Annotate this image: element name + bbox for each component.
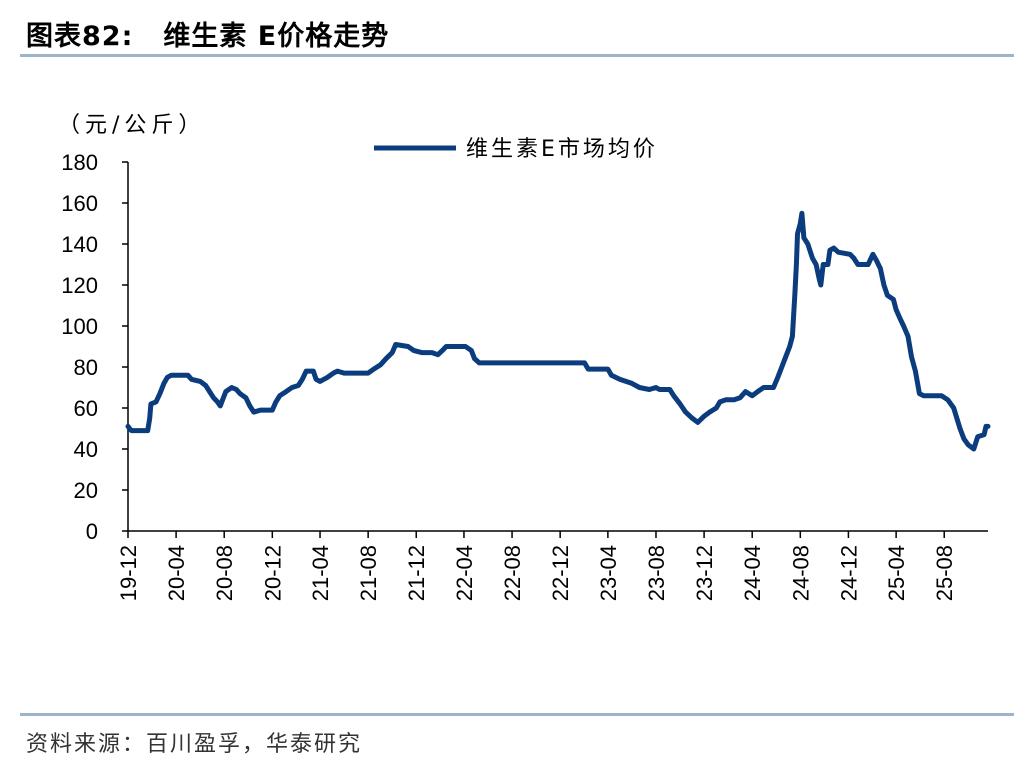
- x-tick-label: 20-04: [164, 545, 189, 601]
- x-tick-label: 22-08: [500, 545, 525, 601]
- x-tick-label: 23-12: [692, 545, 717, 601]
- y-tick-label: 80: [74, 355, 98, 380]
- footer-rule: [20, 713, 1014, 716]
- x-tick-label: 24-04: [740, 545, 765, 601]
- y-tick-label: 160: [61, 191, 98, 216]
- x-tick-label: 22-04: [452, 545, 477, 601]
- source-note: 资料来源：百川盈孚，华泰研究: [26, 732, 363, 757]
- figure-number: 图表82:: [26, 21, 134, 52]
- x-axis: 19-12 20-04 20-08 20-12 21-04 21-08 21-12 22-04…: [116, 531, 957, 601]
- figure-title-text: 维生素 E价格走势: [163, 21, 390, 52]
- x-tick-label: 22-12: [548, 545, 573, 601]
- x-tick-label: 25-04: [884, 545, 909, 601]
- x-tick-label: 24-12: [836, 545, 861, 601]
- x-tick-label: 20-12: [260, 545, 285, 601]
- x-tick-label: 25-08: [932, 545, 957, 601]
- legend-label: 维生素E市场均价: [466, 137, 658, 162]
- x-tick-label: 21-04: [308, 545, 333, 601]
- x-tick-label: 21-08: [356, 545, 381, 601]
- y-tick-label: 140: [61, 232, 98, 257]
- figure-title: 图表82: 维生素 E价格走势: [26, 14, 389, 53]
- x-tick-label: 19-12: [116, 545, 141, 601]
- y-tick-label: 120: [61, 273, 98, 298]
- legend: 维生素E市场均价: [374, 137, 658, 162]
- y-tick-label: 20: [74, 478, 98, 503]
- header-rule: [20, 54, 1014, 57]
- x-tick-label: 20-08: [212, 545, 237, 601]
- x-tick-label: 23-08: [644, 545, 669, 601]
- y-tick-label: 100: [61, 314, 98, 339]
- x-tick-label: 23-04: [596, 545, 621, 601]
- y-axis: 0 20 40 60 80 100 120 140 160 180: [61, 150, 128, 544]
- x-tick-label: 21-12: [404, 545, 429, 601]
- y-tick-label: 0: [86, 519, 98, 544]
- y-tick-label: 40: [74, 437, 98, 462]
- x-tick-label: 24-08: [788, 545, 813, 601]
- y-unit-label: （元/公斤）: [58, 113, 205, 138]
- y-tick-label: 60: [74, 396, 98, 421]
- price-series-line: [125, 210, 991, 452]
- y-tick-label: 180: [61, 150, 98, 175]
